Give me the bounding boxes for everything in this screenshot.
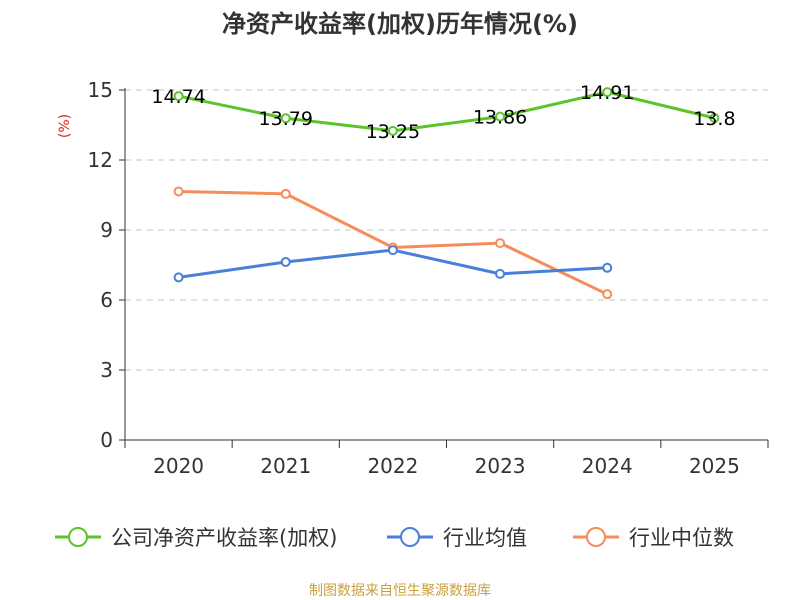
x-tick-label: 2022 bbox=[367, 454, 418, 478]
series-point-1[interactable] bbox=[602, 262, 613, 273]
series-point-2[interactable] bbox=[495, 238, 506, 249]
x-tick-label: 2020 bbox=[153, 454, 204, 478]
x-tick-label: 2024 bbox=[582, 454, 633, 478]
y-tick-label: 0 bbox=[100, 428, 113, 452]
x-tick-label: 2023 bbox=[475, 454, 526, 478]
series-point-1[interactable] bbox=[387, 245, 398, 256]
series-point-0[interactable] bbox=[495, 111, 506, 122]
data-label: 13.79 bbox=[259, 108, 313, 130]
legend-item-2[interactable]: 行业中位数 bbox=[573, 526, 734, 550]
chart-title: 净资产收益率(加权)历年情况(%) bbox=[222, 10, 578, 38]
series-point-0[interactable] bbox=[173, 91, 184, 102]
y-tick-label: 9 bbox=[100, 218, 113, 242]
x-tick-label: 2025 bbox=[689, 454, 740, 478]
series-point-1[interactable] bbox=[280, 256, 291, 267]
data-label: 13.86 bbox=[473, 107, 527, 129]
source-note: 制图数据来自恒生聚源数据库 bbox=[309, 583, 491, 599]
y-tick-label: 15 bbox=[88, 78, 113, 102]
grid-lines bbox=[125, 89, 768, 371]
series-line-0 bbox=[178, 90, 715, 133]
legend[interactable]: 公司净资产收益率(加权) 行业均值 行业中位数 bbox=[55, 526, 734, 550]
axes: 0 3 6 9 12 15 2020 2021 2022 2023 2024 2025 bbox=[88, 78, 769, 478]
legend-item-1[interactable]: 行业均值 bbox=[387, 526, 527, 550]
legend-item-0[interactable]: 公司净资产收益率(加权) bbox=[55, 526, 337, 550]
data-label: 13.8 bbox=[693, 108, 735, 130]
y-tick-label: 6 bbox=[100, 288, 113, 312]
series-point-2[interactable] bbox=[602, 289, 613, 300]
series-point-2[interactable] bbox=[173, 186, 184, 197]
series-point-1[interactable] bbox=[173, 272, 184, 283]
legend-marker bbox=[400, 527, 420, 547]
data-label: 14.91 bbox=[580, 82, 634, 104]
y-axis-unit: (%) bbox=[57, 114, 73, 138]
series-point-0[interactable] bbox=[602, 87, 613, 98]
y-tick-label: 12 bbox=[88, 148, 113, 172]
series-point-0[interactable] bbox=[387, 125, 398, 136]
legend-label: 行业中位数 bbox=[629, 526, 734, 550]
legend-marker bbox=[68, 527, 88, 547]
legend-marker bbox=[586, 527, 606, 547]
data-labels: 14.74 13.79 13.25 13.86 14.91 13.8 bbox=[151, 82, 735, 143]
data-label: 14.74 bbox=[151, 86, 205, 108]
x-tick-label: 2021 bbox=[260, 454, 311, 478]
series-lines bbox=[173, 87, 720, 300]
y-tick-label: 3 bbox=[100, 358, 113, 382]
legend-label: 公司净资产收益率(加权) bbox=[111, 526, 337, 550]
series-point-0[interactable] bbox=[280, 113, 291, 124]
series-point-2[interactable] bbox=[280, 188, 291, 199]
series-point-0[interactable] bbox=[709, 113, 720, 123]
series-point-1[interactable] bbox=[495, 268, 506, 279]
legend-label: 行业均值 bbox=[443, 526, 527, 550]
data-label: 13.25 bbox=[366, 121, 420, 143]
